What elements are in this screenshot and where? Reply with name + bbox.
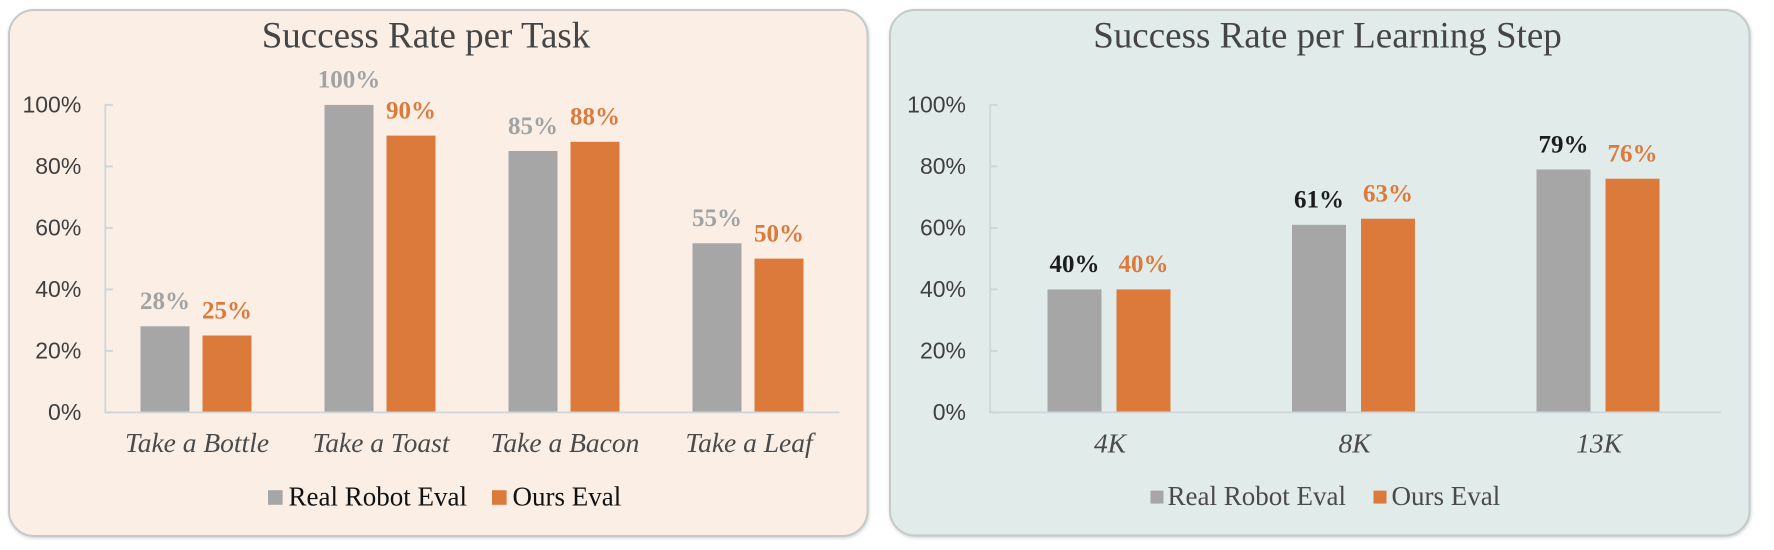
svg-text:40%: 40% [35, 276, 81, 302]
svg-text:25%: 25% [202, 297, 252, 324]
svg-text:40%: 40% [1119, 251, 1169, 278]
svg-text:13K: 13K [1576, 428, 1624, 459]
svg-text:63%: 63% [1363, 181, 1413, 208]
svg-text:79%: 79% [1539, 131, 1589, 158]
svg-text:40%: 40% [1050, 251, 1100, 278]
svg-text:Success Rate per Task: Success Rate per Task [262, 16, 591, 57]
svg-text:76%: 76% [1608, 141, 1658, 168]
svg-text:Take a Bottle: Take a Bottle [125, 427, 269, 458]
svg-text:28%: 28% [140, 288, 190, 315]
svg-text:8K: 8K [1338, 428, 1372, 459]
svg-text:Take a Toast: Take a Toast [312, 427, 450, 458]
svg-text:Real Robot Eval: Real Robot Eval [289, 482, 467, 512]
svg-text:80%: 80% [920, 153, 966, 179]
svg-text:4K: 4K [1094, 428, 1128, 459]
svg-text:20%: 20% [920, 337, 966, 363]
svg-text:88%: 88% [570, 104, 620, 131]
svg-text:55%: 55% [692, 205, 742, 232]
svg-text:20%: 20% [35, 337, 81, 363]
svg-text:Take a Bacon: Take a Bacon [491, 427, 640, 458]
svg-text:100%: 100% [907, 91, 966, 117]
svg-text:80%: 80% [35, 153, 81, 179]
svg-text:40%: 40% [920, 276, 966, 302]
svg-text:100%: 100% [22, 91, 81, 117]
svg-text:90%: 90% [386, 97, 436, 124]
svg-text:85%: 85% [508, 113, 558, 140]
svg-text:61%: 61% [1294, 187, 1344, 214]
svg-text:Ours Eval: Ours Eval [1392, 481, 1501, 511]
svg-text:0%: 0% [933, 399, 966, 425]
svg-text:0%: 0% [48, 399, 81, 425]
svg-text:60%: 60% [920, 214, 966, 240]
svg-text:50%: 50% [754, 220, 804, 247]
svg-text:Success Rate per Learning Step: Success Rate per Learning Step [1093, 16, 1562, 57]
svg-text:Ours Eval: Ours Eval [513, 482, 622, 512]
svg-text:Real Robot Eval: Real Robot Eval [1168, 481, 1346, 511]
svg-text:100%: 100% [318, 67, 381, 94]
svg-text:Take a Leaf: Take a Leaf [685, 427, 816, 458]
svg-text:60%: 60% [35, 214, 81, 240]
